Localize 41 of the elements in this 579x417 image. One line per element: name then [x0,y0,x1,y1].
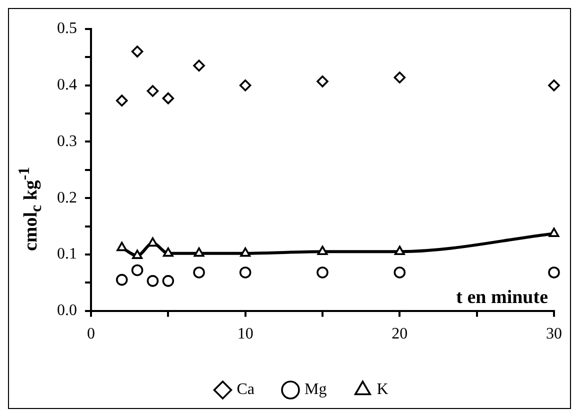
point [193,60,205,72]
y-tick-label: 0.3 [57,132,77,150]
point [548,266,560,278]
point [193,266,205,278]
point [146,85,159,97]
point [131,264,144,276]
point [317,246,328,256]
point [162,92,174,104]
y-tick-label: 0.4 [57,76,77,94]
text: 0.0 [57,302,77,320]
point [394,72,406,84]
point [131,46,144,58]
point [194,247,204,257]
y-tick-label: 0.2 [57,189,77,206]
point [116,242,128,252]
x-tick-label: 20 [392,326,408,343]
legend-label: K [376,381,389,398]
point [316,266,328,278]
point [394,246,405,256]
point [162,275,174,287]
y-tick-label: 0.1 [57,246,77,263]
point [548,228,560,237]
point [116,94,128,106]
point [239,266,252,278]
y-tick-label: 0.5 [57,20,77,38]
x-tick-label: 0 [87,326,95,343]
x-axis-title: t en minute [456,287,548,308]
legend-label: Ca [236,381,255,398]
x-tick-label: 10 [237,326,254,343]
point [146,275,159,287]
point [116,274,128,286]
x-tick-label: 30 [546,326,562,343]
point [394,266,406,278]
point [240,247,251,257]
point [548,79,560,92]
point [239,79,252,92]
point [132,250,143,259]
legend-label: Mg [304,381,327,398]
point [148,237,158,247]
point [316,76,328,88]
point [162,247,174,257]
